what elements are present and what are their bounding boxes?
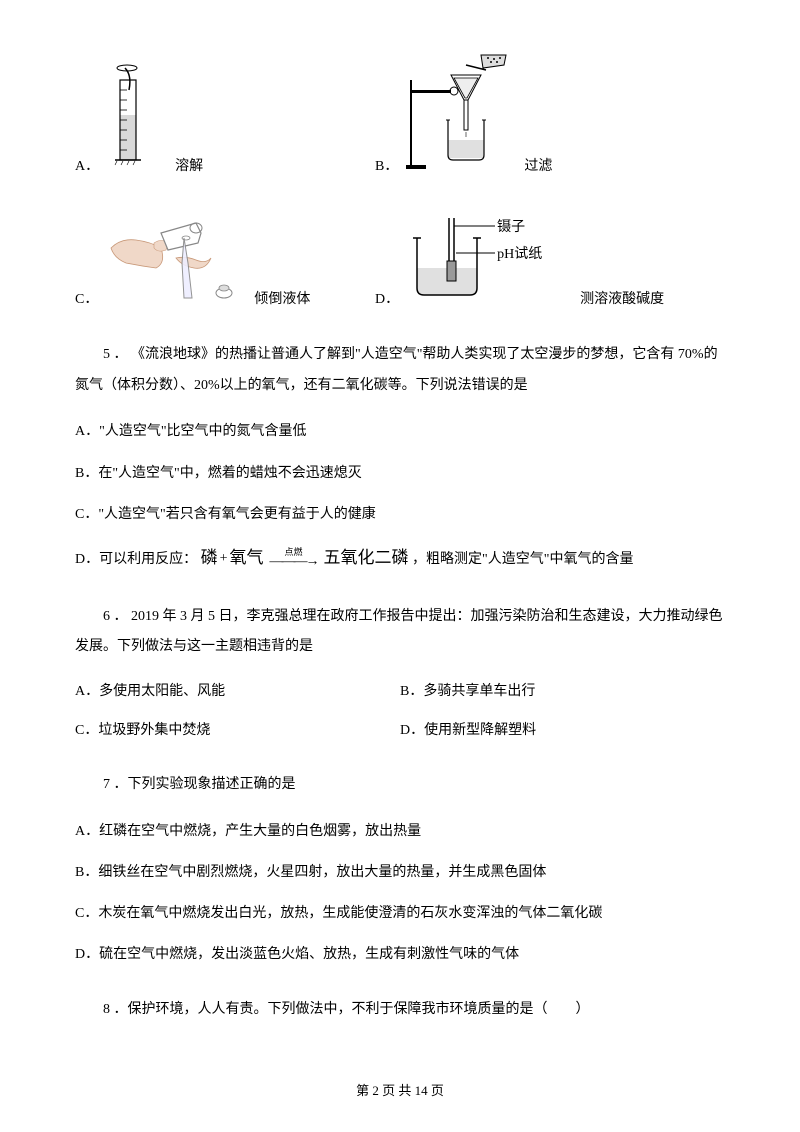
q4-row-cd: C． 倾倒液体 D．: [75, 208, 725, 311]
q5-c: C．"人造空气"若只含有氧气会更有益于人的健康: [75, 502, 725, 527]
ph-paper-label: pH试纸: [497, 244, 542, 266]
q4-option-b: B．: [375, 50, 552, 178]
q7-d: D．硫在空气中燃烧，发出淡蓝色火焰、放热，生成有刺激性气味的气体: [75, 942, 725, 967]
q5-stem: 5 ． 《流浪地球》的热播让普通人了解到"人造空气"帮助人类实现了太空漫步的梦想…: [75, 340, 725, 402]
q6-a: A．多使用太阳能、风能: [75, 681, 400, 703]
q4-option-d: D． 镊子 pH试纸 测溶液酸碱度: [375, 213, 664, 311]
q6-row-ab: A．多使用太阳能、风能 B．多骑共享单车出行: [75, 681, 725, 703]
q4-option-c: C． 倾倒液体: [75, 208, 375, 311]
filter-diagram: [406, 50, 516, 178]
q8-stem: 8 ．保护环境，人人有责。下列做法中，不利于保障我市环境质量的是（ ）: [75, 995, 725, 1026]
q4-c-label: C．: [75, 289, 98, 311]
reaction-equation: 磷 + 氧气 点燃 ———→ 五氧化二磷: [201, 543, 409, 574]
q7-a: A．红磷在空气中燃烧，产生大量的白色烟雾，放出热量: [75, 819, 725, 844]
q7-c: C．木炭在氧气中燃烧发出白光，放热，生成能使澄清的石灰水变浑浊的气体二氧化碳: [75, 901, 725, 926]
pour-diagram: [106, 208, 246, 311]
dissolve-diagram: [107, 60, 167, 178]
q4-a-label: A．: [75, 156, 99, 178]
page-footer: 第 2 页 共 14 页: [0, 1081, 800, 1102]
q4-d-text: 测溶液酸碱度: [580, 289, 664, 311]
reactant-1: 磷: [201, 543, 218, 574]
q7-b: B．细铁丝在空气中剧烈燃烧，火星四射，放出大量的热量，并生成黑色固体: [75, 860, 725, 885]
q4-option-a: A． 溶解: [75, 60, 375, 178]
q4-b-text: 过滤: [524, 156, 552, 178]
q5-b: B．在"人造空气"中，燃着的蜡烛不会迅速熄灭: [75, 461, 725, 486]
q4-a-text: 溶解: [175, 156, 203, 178]
q5-d: D．可以利用反应： 磷 + 氧气 点燃 ———→ 五氧化二磷 ，粗略测定"人造空…: [75, 543, 725, 574]
q4-b-label: B．: [375, 156, 398, 178]
ph-diagram: 镊子 pH试纸: [407, 213, 572, 311]
q4-row-ab: A． 溶解 B．: [75, 50, 725, 178]
q6-b: B．多骑共享单车出行: [400, 681, 725, 703]
q5-a: A．"人造空气"比空气中的氮气含量低: [75, 419, 725, 444]
plus-sign: +: [220, 546, 228, 571]
q7-stem: 7 ．下列实验现象描述正确的是: [75, 770, 725, 801]
q4-d-label: D．: [375, 289, 399, 311]
q6-row-cd: C．垃圾野外集中焚烧 D．使用新型降解塑料: [75, 720, 725, 742]
reactant-2: 氧气: [230, 543, 264, 574]
arrow-icon: ———→: [270, 555, 318, 569]
q6-stem: 6 ． 2019 年 3 月 5 日，李克强总理在政府工作报告中提出：加强污染防…: [75, 602, 725, 664]
reaction-arrow: 点燃 ———→: [270, 548, 318, 569]
q5-d-suffix: ，粗略测定"人造空气"中氧气的含量: [412, 552, 633, 567]
q6-d: D．使用新型降解塑料: [400, 720, 725, 742]
q5-d-prefix: D．可以利用反应：: [75, 552, 197, 567]
q4-c-text: 倾倒液体: [254, 289, 310, 311]
tweezers-label: 镊子: [497, 217, 525, 239]
q6-c: C．垃圾野外集中焚烧: [75, 720, 400, 742]
product: 五氧化二磷: [324, 543, 409, 574]
